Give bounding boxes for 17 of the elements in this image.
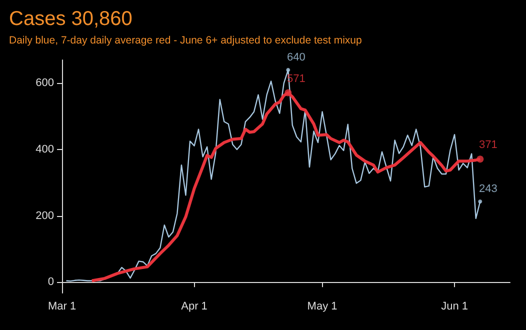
annotation: 640	[286, 51, 306, 64]
y-tick-label: 0	[48, 276, 54, 288]
x-tick-label: May 1	[307, 300, 338, 312]
annotation: 371	[478, 139, 498, 152]
y-tick-label: 200	[36, 210, 54, 222]
point	[286, 68, 290, 72]
x-tick-label: Apr 1	[181, 300, 208, 312]
x-tick-label: Mar 1	[48, 300, 76, 312]
point	[478, 200, 482, 204]
point	[284, 89, 292, 96]
point	[476, 156, 484, 163]
chart-title: Cases 30,860	[9, 8, 132, 30]
chart-subtitle: Daily blue, 7-day daily average red - June 6+ adjusted to exclude test mixup	[9, 34, 362, 46]
annotation: 243	[478, 183, 498, 196]
y-tick-label: 600	[36, 77, 54, 90]
x-tick-label: Jun 1	[441, 300, 468, 312]
y-tick-label: 400	[36, 143, 54, 156]
